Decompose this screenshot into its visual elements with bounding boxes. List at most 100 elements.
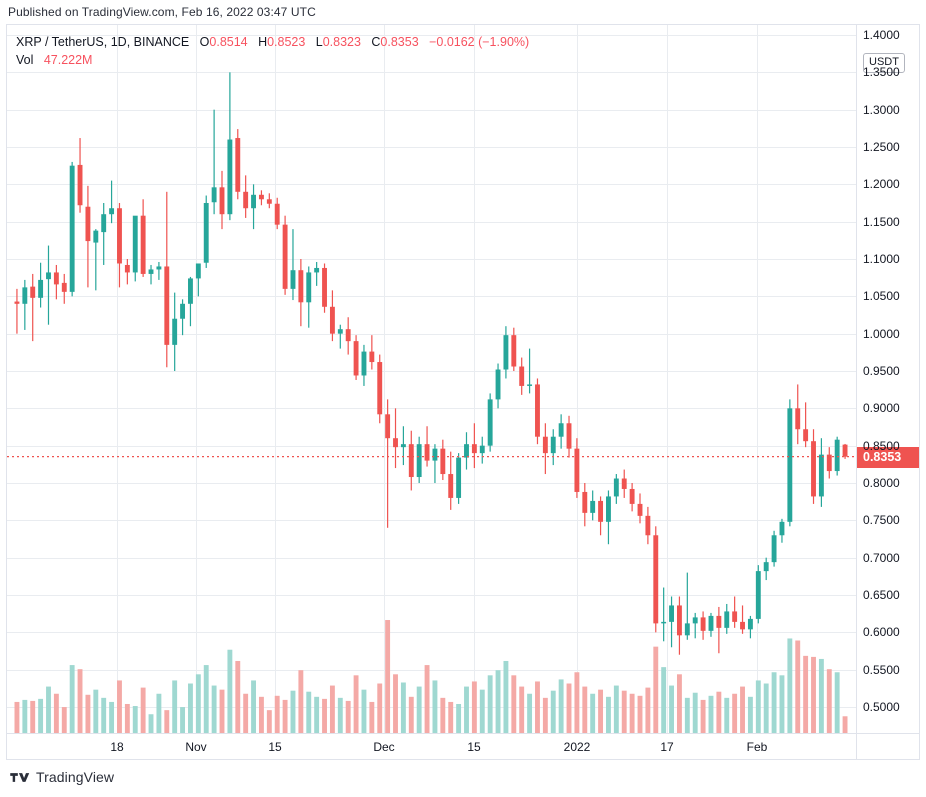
price-tick-label: 0.5000 xyxy=(863,700,900,714)
candle-body xyxy=(282,224,288,289)
candle-body xyxy=(322,267,327,307)
price-tick-label: 0.9000 xyxy=(863,401,900,415)
volume-bar xyxy=(456,703,462,733)
price-scale[interactable]: USDT 0.8353 1.4000 1.3500 1.3000 1.2500 1.20… xyxy=(856,25,919,733)
candle-body xyxy=(424,444,430,461)
candle-body xyxy=(85,206,91,242)
volume-bar xyxy=(803,655,809,733)
tradingview-logo: TradingView xyxy=(10,769,114,785)
volume-bar xyxy=(38,698,44,733)
candle-body xyxy=(258,194,264,200)
volume-bar xyxy=(85,694,91,733)
volume-bar xyxy=(393,674,398,733)
time-tick-label: 2022 xyxy=(563,740,591,754)
candle-wick xyxy=(387,399,389,528)
price-tick-label: 0.9500 xyxy=(863,364,900,378)
candle-body xyxy=(393,438,398,448)
candle-body xyxy=(345,329,351,342)
volume-bar xyxy=(479,689,485,733)
volume-bar xyxy=(156,693,162,733)
volume-bar xyxy=(550,690,556,733)
volume-bar xyxy=(109,701,115,733)
candle-body xyxy=(337,329,343,334)
volume-bar xyxy=(763,683,769,733)
candle-wick xyxy=(197,267,199,297)
volume-bar xyxy=(779,675,785,733)
candle-body xyxy=(440,448,446,475)
grid-line-horizontal xyxy=(7,446,856,447)
candle-wick xyxy=(292,229,294,301)
grid-line-horizontal xyxy=(7,110,856,111)
candle-body xyxy=(787,408,793,522)
candle-body xyxy=(22,287,28,304)
candle-body xyxy=(329,306,335,334)
time-tick-label: 18 xyxy=(110,740,124,754)
volume-bar xyxy=(464,686,469,733)
volume-bar xyxy=(282,699,288,733)
volume-bar xyxy=(511,675,517,733)
volume-bar xyxy=(440,697,446,733)
volume-bar xyxy=(416,686,422,733)
volume-bar xyxy=(503,660,509,733)
candle-wick xyxy=(16,288,18,334)
candle-body xyxy=(842,444,848,457)
candle-body xyxy=(716,615,722,628)
candle-body xyxy=(613,478,619,497)
volume-bar xyxy=(140,687,146,733)
volume-bar xyxy=(361,689,367,733)
volume-bar xyxy=(487,675,493,733)
volume-bar xyxy=(661,667,667,733)
grid-line-horizontal xyxy=(7,408,856,409)
candle-body xyxy=(274,203,280,225)
candle-body xyxy=(117,208,122,264)
candlestick-series xyxy=(7,72,856,733)
volume-bar xyxy=(306,691,312,733)
price-tick-label: 1.2500 xyxy=(863,140,900,154)
price-tick-label: 1.1500 xyxy=(863,215,900,229)
candle-wick xyxy=(32,273,34,342)
candle-wick xyxy=(434,444,436,483)
candle-body xyxy=(211,187,217,203)
volume-bar xyxy=(669,685,674,733)
volume-bar xyxy=(117,680,122,733)
time-tick-label: Dec xyxy=(373,740,395,754)
volume-bar xyxy=(811,656,816,733)
volume-bar xyxy=(542,697,548,733)
candle-wick xyxy=(663,587,665,642)
candle-body xyxy=(14,301,20,304)
candle-body xyxy=(818,454,824,497)
grid-line-horizontal xyxy=(7,334,856,335)
candle-body xyxy=(298,270,304,303)
candle-body xyxy=(432,448,438,461)
volume-bar xyxy=(692,692,698,733)
volume-bar xyxy=(132,706,138,733)
volume-bar xyxy=(826,669,832,733)
volume-bar xyxy=(377,683,383,733)
last-price-badge: 0.8353 xyxy=(857,447,919,468)
volume-bar xyxy=(314,696,320,733)
candle-body xyxy=(732,611,738,622)
volume-bar xyxy=(329,685,335,733)
volume-bar xyxy=(637,695,643,733)
volume-bar xyxy=(842,716,848,733)
volume-bar xyxy=(613,685,619,733)
candle-wick xyxy=(103,203,105,265)
candle-wick xyxy=(805,402,807,448)
time-scale[interactable]: 18 Nov 15 Dec 15 2022 17 Feb xyxy=(7,733,919,760)
volume-bar xyxy=(385,620,391,733)
candle-body xyxy=(527,384,533,386)
candle-body xyxy=(661,621,667,624)
volume-bar xyxy=(629,693,635,733)
candle-body xyxy=(456,457,462,498)
candle-body xyxy=(53,272,59,285)
price-tick-label: 1.2000 xyxy=(863,177,900,191)
currency-badge[interactable]: USDT xyxy=(863,53,905,73)
chart-plot-area[interactable] xyxy=(7,25,856,733)
candle-body xyxy=(227,139,233,215)
volume-bar xyxy=(61,707,67,733)
candle-body xyxy=(195,263,201,279)
grid-line-vertical xyxy=(196,25,197,733)
candle-wick xyxy=(394,408,397,469)
grid-line-vertical xyxy=(577,25,578,733)
grid-line-horizontal xyxy=(7,520,856,521)
